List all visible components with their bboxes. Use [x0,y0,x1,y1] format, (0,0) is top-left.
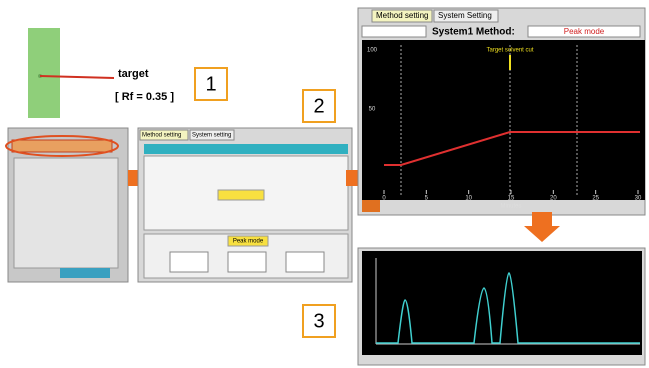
pointer-line [39,75,115,79]
settings-table [13,157,119,269]
input [169,251,209,273]
header-bar [11,139,113,153]
x-tick-label: 0 [382,196,386,202]
tab [433,9,499,23]
step-number: 1 [205,73,216,95]
tab [139,129,189,141]
x-tick-label: 15 [508,196,515,202]
annotation: Target solvent cut [486,48,533,54]
rf-label: [ Rf = 0.35 ] [115,91,174,103]
mode-label: Peak mode [564,27,605,36]
tab-label: Method setting [376,11,428,20]
x-tick-label: 5 [425,196,429,202]
tab-label: Method setting [142,133,181,139]
step-box [302,304,336,338]
mode-field [527,25,641,38]
step-number: 2 [313,95,324,117]
x-tick-label: 25 [592,196,599,202]
tab-label: System setting [192,133,231,139]
dropdown [361,25,427,38]
x-axis-label: Minutes [500,204,521,210]
tab [371,9,433,23]
x-tick-label: 10 [465,196,472,202]
step-number: 3 [313,310,324,332]
x-tick-label: 20 [550,196,557,202]
y-tick-label: 100 [367,48,378,54]
plot-area [362,40,645,200]
button [60,268,110,278]
button-label: Peak mode [233,239,264,245]
corner-button [362,200,380,212]
gradient-line [384,131,640,166]
y-tick-label: 50 [369,107,376,113]
plot-area [362,251,642,355]
input [227,251,267,273]
step-box [302,89,336,123]
tlc-plate [28,28,60,118]
button [227,235,269,247]
title-bar [144,144,348,154]
x-tick-label: 30 [635,196,642,202]
input [285,251,325,273]
tab-label: System Setting [438,11,492,20]
tab [189,129,235,141]
highlight-ring [5,135,119,157]
target-label: target [118,68,149,80]
chromatogram-trace [376,272,640,344]
step-box [194,67,228,101]
method-label: System1 Method: [432,27,515,38]
arrow-down [524,212,560,242]
button [217,189,265,201]
